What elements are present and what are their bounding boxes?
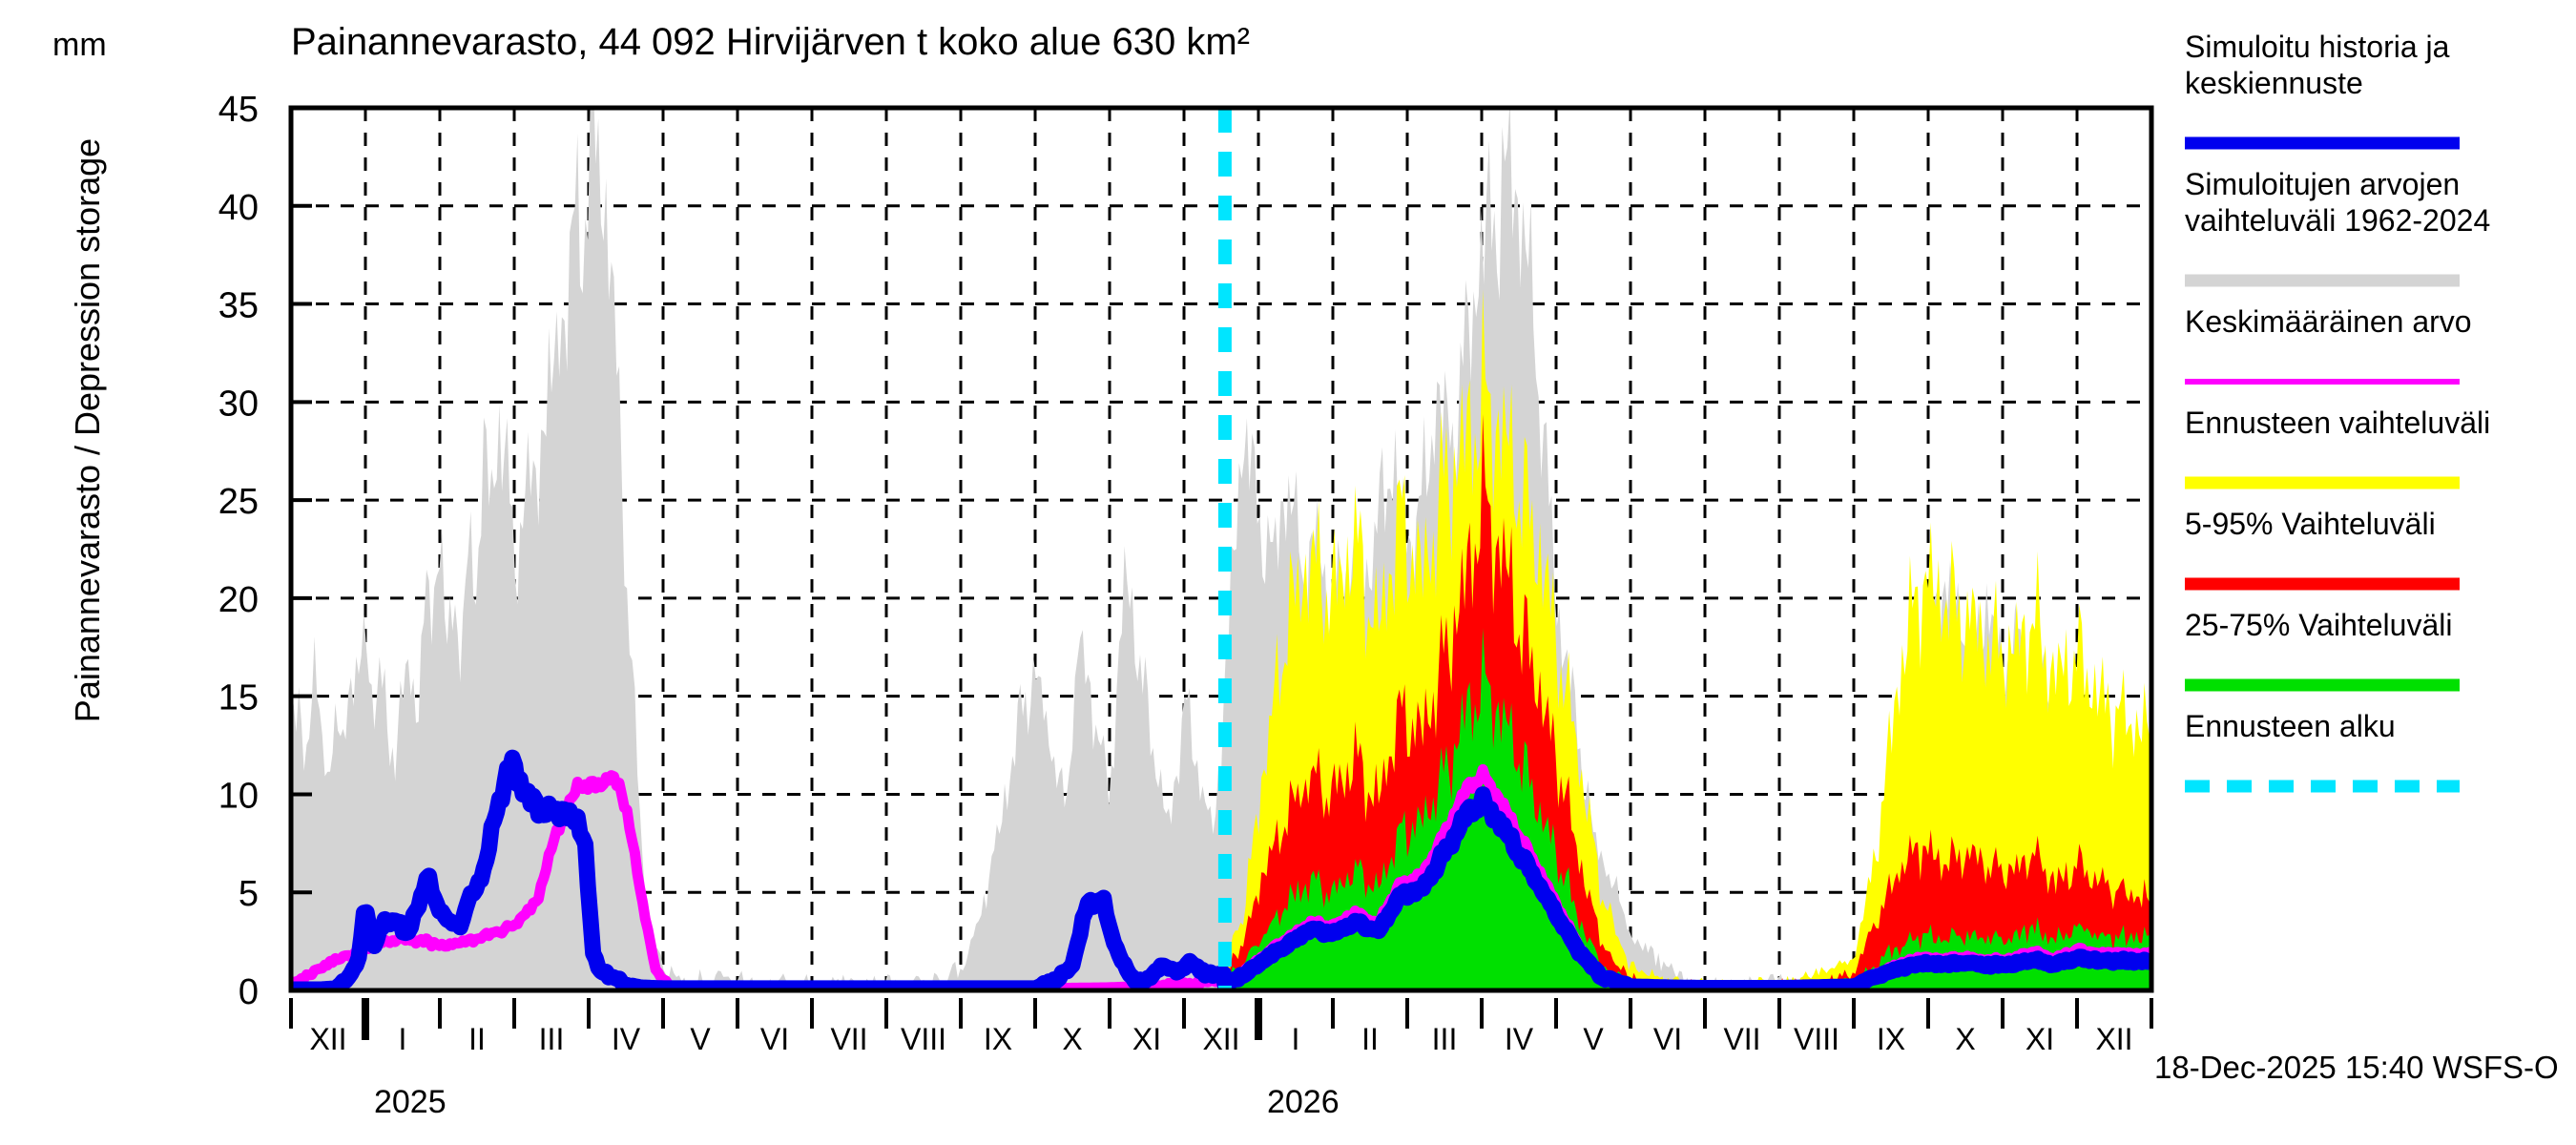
- y-tick-label: 40: [218, 188, 259, 228]
- page-title: Painannevarasto, 44 092 Hirvijärven t ko…: [291, 21, 1250, 63]
- y-tick-label: 15: [218, 678, 259, 718]
- x-tick-label: XII: [1202, 1022, 1239, 1056]
- x-tick-label: II: [468, 1022, 486, 1056]
- x-axis-year-labels: 2025 2026: [374, 1084, 1340, 1120]
- x-tick-label: IX: [984, 1022, 1012, 1056]
- legend-item-label: keskiennuste: [2185, 66, 2363, 100]
- x-tick-label: II: [1361, 1022, 1379, 1056]
- legend-item-label: Ennusteen vaihteluväli: [2185, 406, 2490, 440]
- y-tick-label: 25: [218, 482, 259, 522]
- x-tick-label: I: [1292, 1022, 1300, 1056]
- legend-item-label: Simuloitujen arvojen: [2185, 167, 2460, 201]
- plot-frame: [288, 105, 2154, 993]
- x-axis-ticks: XII I II III IV V VI VII VIII IX X XI XII I II III IV V VI…: [289, 998, 2153, 1056]
- y-tick-label: 30: [218, 384, 259, 424]
- y-tick-label: 35: [218, 286, 259, 326]
- x-tick-label: V: [1583, 1022, 1604, 1056]
- x-tick-label: VIII: [1794, 1022, 1839, 1056]
- legend-item-label: 5-95% Vaihteluväli: [2185, 507, 2436, 541]
- y-tick-label: 10: [218, 776, 259, 816]
- y-axis-ticks: 0 5 10 15 20 25 30 35 40 45: [218, 90, 312, 1012]
- x-tick-label: IV: [612, 1022, 641, 1056]
- legend-item-label: vaihteluväli 1962-2024: [2185, 203, 2490, 238]
- x-axis-year-label: 2026: [1267, 1084, 1340, 1120]
- footer-timestamp: 18-Dec-2025 15:40 WSFS-O: [2154, 1050, 2559, 1085]
- x-tick-label: XII: [2095, 1022, 2132, 1056]
- legend-item-label: 25-75% Vaihteluväli: [2185, 608, 2452, 642]
- x-tick-label: X: [1062, 1022, 1082, 1056]
- legend-item-label: Keskimääräinen arvo: [2185, 304, 2472, 339]
- x-tick-label: III: [1432, 1022, 1458, 1056]
- x-tick-label: V: [690, 1022, 711, 1056]
- x-tick-label: XI: [1132, 1022, 1161, 1056]
- y-tick-label: 45: [218, 90, 259, 130]
- x-tick-label: XII: [309, 1022, 346, 1056]
- y-tick-label: 20: [218, 580, 259, 620]
- x-axis-year-label: 2025: [374, 1084, 447, 1120]
- x-tick-label: VII: [830, 1022, 867, 1056]
- y-tick-label: 5: [239, 874, 259, 914]
- legend-item-label: Ennusteen alku: [2185, 709, 2396, 743]
- data-series-layer: [291, 108, 2151, 990]
- x-tick-label: VI: [1653, 1022, 1682, 1056]
- x-tick-label: IX: [1877, 1022, 1905, 1056]
- legend-item-label: Simuloitu historia ja: [2185, 30, 2450, 64]
- x-tick-label: XI: [2025, 1022, 2054, 1056]
- x-tick-label: VII: [1723, 1022, 1760, 1056]
- x-tick-label: VI: [760, 1022, 789, 1056]
- x-tick-label: IV: [1505, 1022, 1534, 1056]
- x-tick-label: III: [539, 1022, 565, 1056]
- x-tick-label: I: [399, 1022, 407, 1056]
- y-axis-unit-label: mm: [52, 27, 107, 63]
- y-tick-label: 0: [239, 972, 259, 1012]
- x-tick-label: VIII: [901, 1022, 946, 1056]
- x-tick-label: X: [1955, 1022, 1975, 1056]
